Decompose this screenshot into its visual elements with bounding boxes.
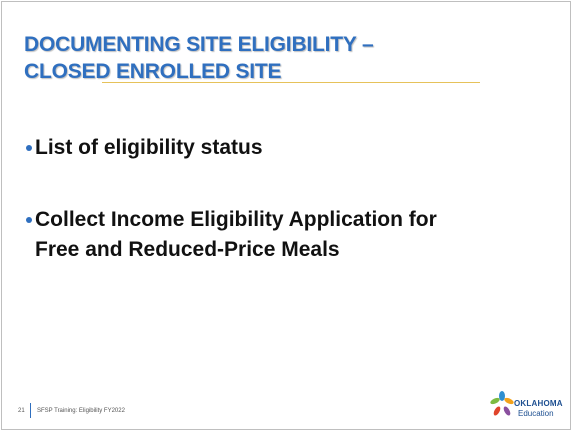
footer-text: SFSP Training: Eligibility FY2022: [37, 408, 125, 414]
logo-icon: [490, 391, 514, 416]
title-line: DOCUMENTING SITE ELIGIBILITY –: [24, 33, 374, 56]
bullet-dot: [26, 145, 32, 151]
logo-petal: [490, 397, 500, 405]
footer-separator: [30, 403, 31, 418]
logo-petal: [493, 406, 501, 416]
bullet-dot: [26, 217, 32, 223]
logo-text: Education: [518, 409, 554, 418]
bullet-line: Collect Income Eligibility Application f…: [35, 208, 437, 231]
title-line: CLOSED ENROLLED SITE: [24, 60, 282, 83]
bullet: Collect Income Eligibility Application f…: [26, 205, 437, 265]
slide-title: DOCUMENTING SITE ELIGIBILITY – CLOSED EN…: [24, 31, 374, 85]
logo-text: OKLAHOMA: [514, 399, 563, 408]
bullet-line: List of eligibility status: [35, 136, 263, 159]
title-rule: [102, 82, 480, 83]
bullet-line: Free and Reduced-Price Meals: [35, 238, 340, 261]
bullet: List of eligibility status: [26, 133, 263, 163]
logo-petal: [504, 397, 514, 405]
page-number: 21: [18, 408, 25, 414]
logo-petal: [503, 406, 511, 416]
logo-petal: [499, 391, 505, 401]
